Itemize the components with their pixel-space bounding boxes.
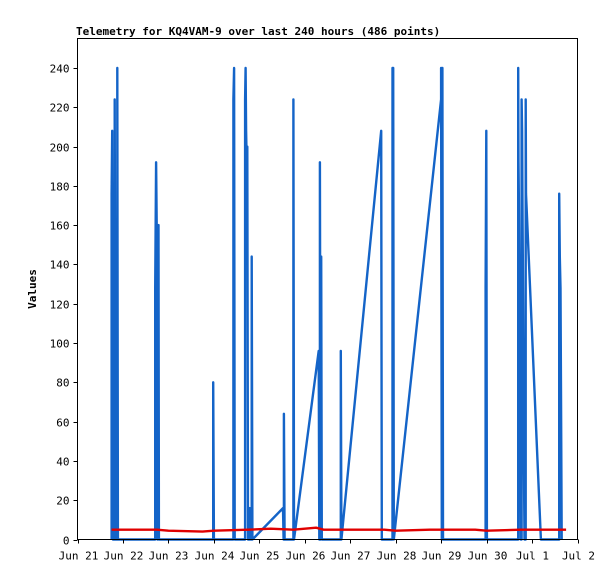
- x-tick-label: Jun 21: [59, 550, 99, 563]
- series-line-1: [111, 526, 567, 533]
- x-tick-label: Jun 23: [149, 550, 189, 563]
- plot-frame: [77, 38, 578, 540]
- y-axis-label: Values: [26, 269, 39, 309]
- series-layer: [110, 66, 567, 541]
- y-tick-label: 220: [50, 102, 70, 115]
- x-tick-label: Jul 1: [516, 550, 549, 563]
- chart-title: Telemetry for KQ4VAM-9 over last 240 hou…: [76, 25, 440, 38]
- x-tick-label: Jun 29: [422, 550, 462, 563]
- y-tick-label: 60: [56, 417, 69, 430]
- x-tick-label: Jun 26: [286, 550, 326, 563]
- x-axis: Jun 21 Jun 22 Jun 23 Jun 24 Jun 25 Jun 26 Jun …: [59, 539, 595, 563]
- x-tick-label: Jun 28: [377, 550, 417, 563]
- y-tick-label: 240: [50, 63, 70, 76]
- x-tick-label: Jun 27: [331, 550, 371, 563]
- x-tick-label: Jun 30: [468, 550, 508, 563]
- y-tick-label: 0: [63, 535, 70, 548]
- y-tick-label: 20: [56, 495, 69, 508]
- y-tick-label: 140: [50, 259, 70, 272]
- x-tick-label: Jun 25: [240, 550, 280, 563]
- series-line-0: [110, 66, 563, 541]
- y-tick-label: 40: [56, 456, 69, 469]
- x-tick-label: Jul 2: [562, 550, 595, 563]
- y-tick-label: 80: [56, 377, 69, 390]
- y-tick-label: 200: [50, 142, 70, 155]
- y-axis: 0 20 40 60 80 100 120 140 160 180 200 220 240: [50, 63, 78, 548]
- x-tick-label: Jun 22: [104, 550, 144, 563]
- y-tick-label: 100: [50, 338, 70, 351]
- y-tick-label: 180: [50, 181, 70, 194]
- y-tick-label: 120: [50, 299, 70, 312]
- x-tick-label: Jun 24: [195, 550, 235, 563]
- y-tick-label: 160: [50, 220, 70, 233]
